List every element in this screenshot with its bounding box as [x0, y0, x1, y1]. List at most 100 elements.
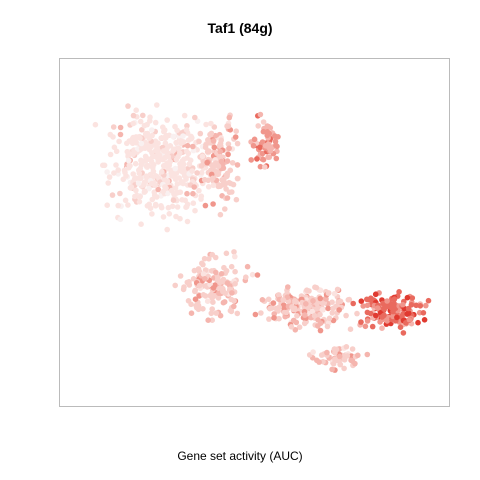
data-point — [185, 150, 192, 157]
data-point — [184, 123, 190, 129]
data-point — [113, 162, 119, 168]
data-point — [152, 119, 159, 126]
data-point — [421, 317, 428, 323]
data-point — [267, 305, 273, 312]
data-point — [125, 103, 131, 109]
data-point — [180, 133, 186, 139]
data-point — [159, 169, 165, 175]
data-point — [257, 144, 263, 151]
data-point — [350, 300, 357, 307]
data-point — [329, 299, 335, 306]
data-point — [100, 162, 106, 169]
data-point — [183, 176, 189, 182]
data-point — [234, 162, 241, 168]
data-point — [323, 296, 329, 302]
data-point — [249, 271, 256, 278]
data-point — [210, 138, 217, 144]
data-point — [381, 312, 387, 319]
data-point — [229, 160, 236, 166]
data-point — [192, 296, 199, 303]
data-point — [165, 204, 172, 211]
data-point — [199, 153, 206, 160]
data-point — [132, 160, 139, 167]
data-point — [317, 287, 324, 294]
data-point — [248, 157, 254, 163]
data-point — [309, 308, 316, 315]
data-point — [136, 198, 143, 205]
data-point — [149, 127, 155, 133]
data-point — [425, 297, 432, 304]
data-point — [205, 137, 211, 143]
data-point — [330, 361, 337, 367]
data-point — [280, 297, 287, 303]
data-point — [348, 353, 355, 359]
data-point — [232, 281, 238, 287]
data-point — [143, 173, 150, 179]
data-point — [314, 305, 320, 312]
data-point — [163, 134, 169, 140]
data-point — [260, 119, 267, 125]
data-point — [406, 317, 413, 323]
data-point — [232, 253, 238, 260]
data-point — [196, 138, 202, 145]
data-point — [168, 169, 175, 176]
data-point — [192, 207, 198, 214]
data-point — [92, 121, 99, 128]
data-point — [381, 306, 387, 312]
data-point — [177, 273, 184, 279]
data-point — [198, 169, 205, 176]
data-point — [152, 203, 159, 209]
data-point — [172, 282, 178, 289]
data-point — [329, 310, 336, 316]
data-point — [211, 124, 218, 130]
data-point — [313, 284, 320, 291]
data-point — [113, 148, 120, 155]
data-point — [218, 137, 224, 143]
data-point — [318, 352, 325, 358]
data-point — [179, 197, 185, 203]
data-point — [228, 263, 235, 270]
data-point — [194, 170, 200, 176]
data-point — [184, 142, 191, 149]
data-point — [417, 303, 424, 309]
data-point — [218, 158, 225, 165]
data-point — [354, 310, 360, 317]
data-point — [293, 319, 300, 326]
data-point — [373, 312, 379, 319]
data-point — [265, 154, 271, 160]
data-point — [141, 189, 148, 195]
data-point — [222, 206, 228, 212]
data-point — [364, 318, 371, 324]
data-point — [408, 302, 415, 308]
data-point — [317, 295, 324, 302]
data-point — [243, 274, 249, 281]
data-point — [208, 291, 214, 298]
data-point — [172, 176, 179, 182]
data-point — [349, 358, 356, 364]
data-point — [168, 187, 175, 194]
data-point — [213, 310, 220, 316]
data-point — [332, 356, 338, 363]
data-point — [244, 263, 251, 270]
data-point — [162, 154, 168, 161]
data-point — [330, 305, 336, 312]
data-point — [276, 315, 282, 322]
data-point — [304, 287, 310, 294]
data-point — [175, 145, 182, 152]
data-point — [379, 325, 385, 332]
data-point — [319, 306, 326, 313]
data-point — [125, 202, 131, 208]
data-point — [166, 211, 173, 217]
data-point — [415, 319, 421, 326]
data-point — [266, 144, 272, 151]
data-point — [149, 211, 155, 217]
data-point — [164, 117, 170, 123]
data-point — [301, 320, 308, 327]
data-point — [258, 310, 264, 316]
data-point — [397, 324, 404, 331]
data-point — [117, 190, 123, 197]
data-point — [191, 267, 198, 274]
data-point — [264, 129, 271, 135]
data-point — [126, 162, 132, 169]
